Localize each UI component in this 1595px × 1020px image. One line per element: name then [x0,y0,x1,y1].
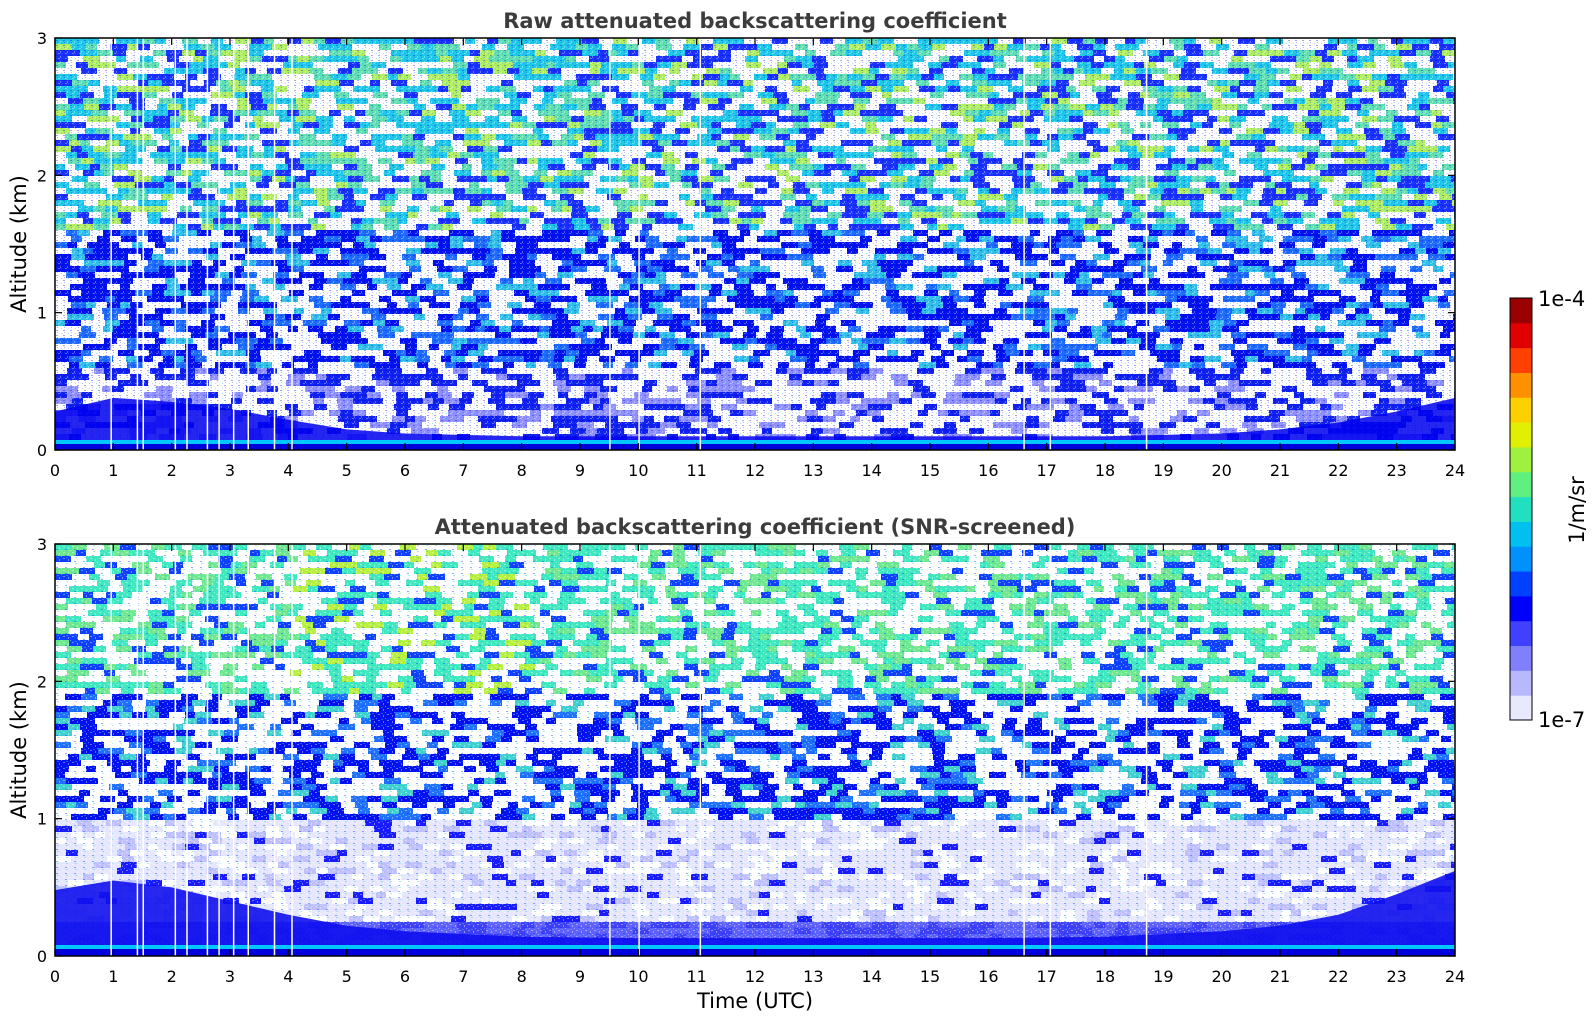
heatmap-cell [1454,44,1455,51]
heatmap-cell [1454,152,1455,159]
chart-title: Raw attenuated backscattering coefficien… [503,9,1007,33]
heatmap-cell [1454,212,1455,219]
chart-raw-backscatter: Raw attenuated backscattering coefficien… [7,9,1465,480]
heatmap-area [55,38,1455,450]
